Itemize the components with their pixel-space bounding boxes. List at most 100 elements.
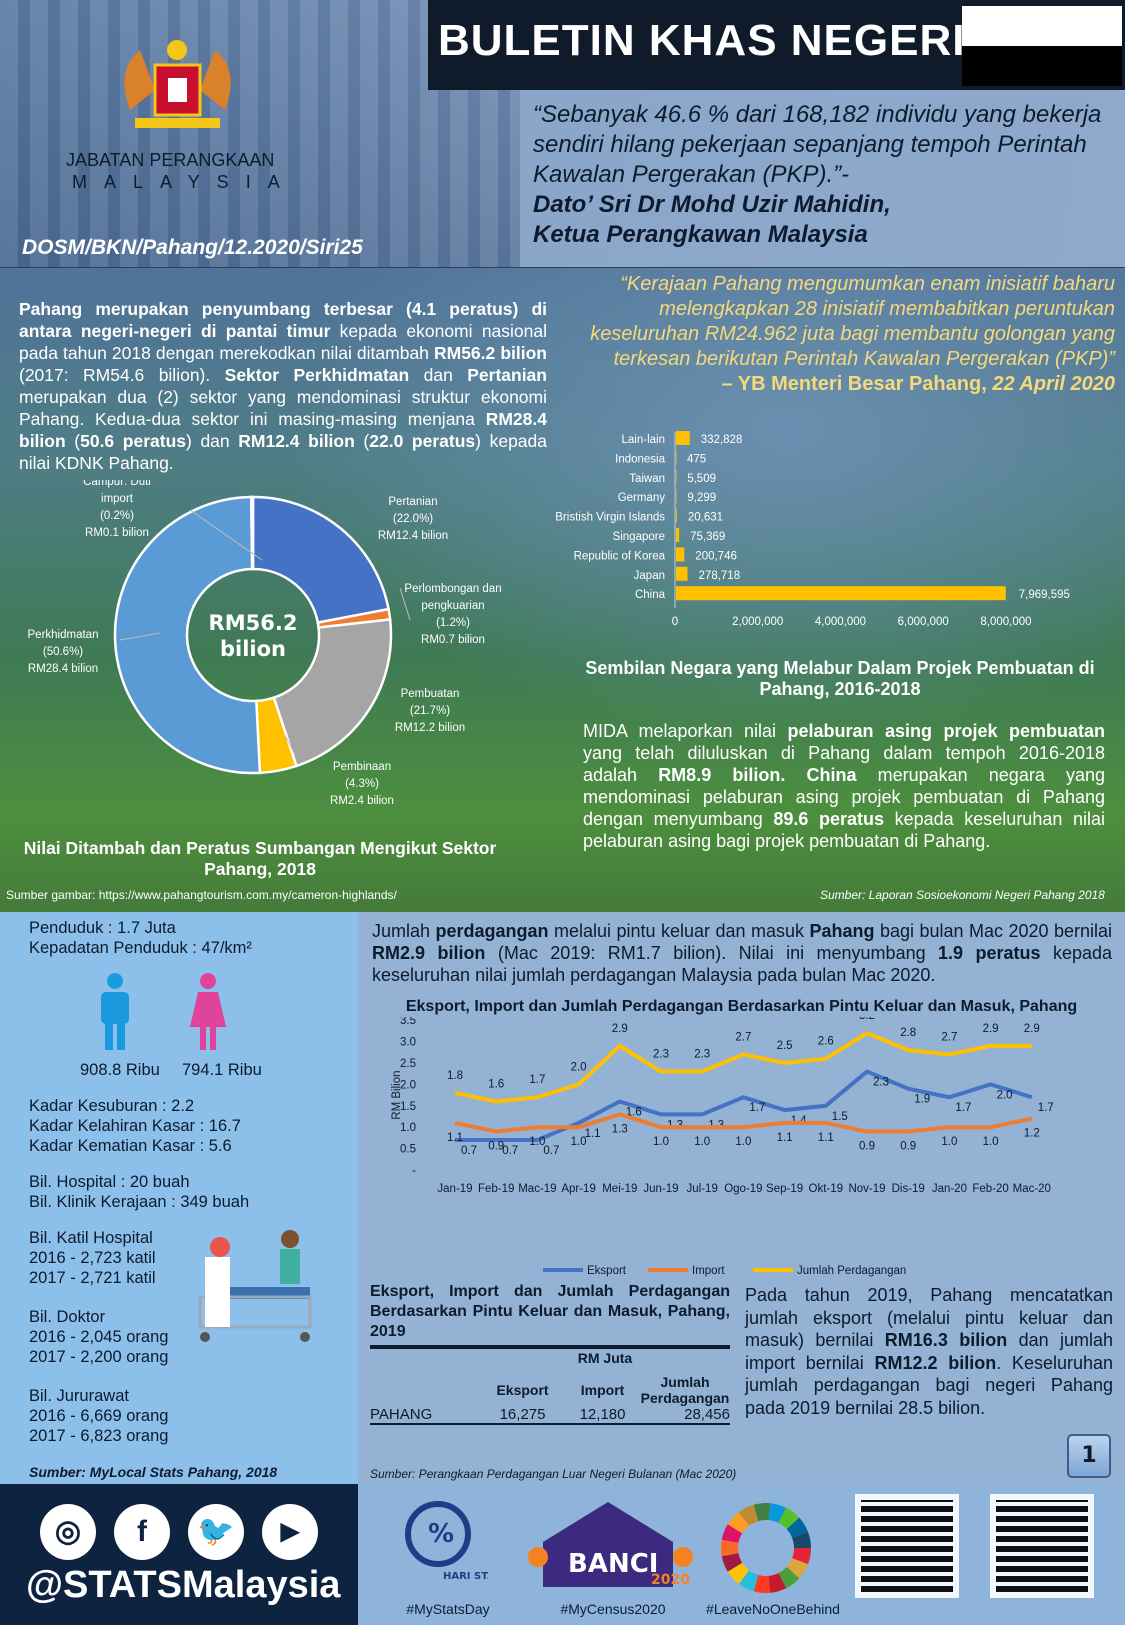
donut-chart-title: Nilai Ditambah dan Peratus Sumbangan Men… [23,838,497,879]
facebook-qr-code[interactable] [990,1494,1094,1598]
donut-label: (50.6%) [43,646,83,658]
sdg-segment [778,1507,800,1530]
economy-paragraph: Pahang merupakan penyumbang terbesar (4.… [19,298,547,474]
text-run: Pahang merupakan penyumbang terbesar (4.… [19,299,547,341]
logo-text: HARI STATISTIK NEGARA [443,1571,488,1582]
bar-chart-title: Sembilan Negara yang Melabur Dalam Proje… [585,658,1095,699]
nurses-label: Bil. Jururawat [29,1387,129,1405]
quote-role: Ketua Perangkawan Malaysia [533,221,868,248]
text-run: bagi bulan Mac 2020 bernilai [874,921,1112,941]
x-tick-label: 4,000,000 [815,616,866,628]
nurses-2017: 2017 - 6,823 orang [29,1427,169,1445]
youtube-icon[interactable]: ▶ [262,1504,318,1560]
bar-value-label: 9,299 [687,492,716,504]
text-run: RM12.4 bilion [238,431,355,451]
leader-line [399,587,411,621]
beds-2016: 2016 - 2,723 katil [29,1249,156,1267]
sdg-segment [727,1512,750,1534]
x-tick-label: Jan-19 [437,1183,472,1195]
bar [676,528,680,542]
x-tick-label: Ogo-19 [724,1183,762,1195]
table-header: Import [580,1382,625,1398]
data-label: 1.7 [1038,1102,1054,1114]
quote-author: Dato’ Sri Dr Mohd Uzir Mahidin, [533,191,891,218]
doctors-2016: 2016 - 2,045 orang [29,1328,169,1346]
data-label: 1.5 [832,1111,848,1123]
table-header [370,1374,480,1406]
sdg-segment [786,1558,808,1579]
x-tick-label: 8,000,000 [980,616,1031,628]
donut-label: Pembuatan [401,688,460,700]
data-label: 2.7 [941,1031,957,1043]
sdg-segment [727,1562,750,1584]
donut-label: RM12.2 bilion [395,722,465,734]
x-tick-label: Jun-19 [643,1183,678,1195]
y-tick-label: 3.0 [400,1037,416,1049]
data-label: 2.3 [653,1049,669,1061]
sdg-segment [753,1503,771,1522]
text-run: dan jumlah import bernilai [745,1330,1113,1373]
x-tick-label: Mac-19 [518,1183,556,1195]
text-run: 22.0 peratus [369,431,476,451]
y-tick-label: 0.5 [400,1144,416,1156]
sdg-segment [753,1574,771,1593]
twitter-icon[interactable]: 🐦 [188,1504,244,1560]
table-row: PAHANG 16,275 12,180 28,456 [370,1406,730,1424]
text-run: RM56.2 bilion [433,343,547,363]
hashtag: #MyCensus2020 [560,1601,666,1617]
menteri-besar-quote: “Kerajaan Pahang mengumumkan enam inisia… [560,272,1115,397]
death-rate: Kadar Kematian Kasar : 5.6 [29,1137,232,1155]
table-cell: PAHANG [370,1406,433,1423]
x-tick-label: 6,000,000 [898,616,949,628]
x-tick-label: 0 [672,616,678,628]
text-run: RM16.3 bilion [884,1330,1008,1350]
x-tick-label: Mei-19 [602,1183,637,1195]
data-label: 2.7 [735,1031,751,1043]
population: Penduduk : 1.7 Juta [29,919,176,937]
data-label: 0.7 [502,1145,518,1157]
state-flag [962,6,1122,86]
text-run: yang telah diluluskan di Pahang dalam te… [583,743,1105,785]
data-label: 1.1 [585,1128,601,1140]
social-footer: ◎ f 🐦 ▶ @STATSMalaysia [0,1484,358,1625]
data-label: 1.7 [955,1102,971,1114]
bar-value-label: 20,631 [688,512,723,524]
qr-code[interactable] [855,1494,959,1598]
text-run: 50.6 peratus [80,431,186,451]
donut-label: pengkuarian [421,600,484,612]
x-tick-label: Apr-19 [561,1183,596,1195]
text-run: pelaburan asing projek pembuatan [787,721,1105,741]
trade-table: RM Juta Eksport Import Jumlah Perdaganga… [370,1350,730,1425]
state-stats-panel: Penduduk : 1.7 Juta Kepadatan Penduduk : … [0,912,358,1484]
bar [676,431,690,445]
data-label: 1.7 [529,1074,545,1086]
donut-label: RM28.4 bilion [28,663,98,675]
instagram-icon[interactable]: ◎ [40,1504,96,1560]
donut-label: Pembinaan [333,761,391,773]
social-handle[interactable]: @STATSMalaysia [26,1564,341,1606]
sdg-segment [778,1566,800,1589]
text-run: (Mac 2019: RM1.7 bilion). Nilai ini meny… [485,943,939,963]
donut-label: RM2.4 bilion [330,795,394,807]
donut-label: (0.2%) [100,510,134,522]
x-tick-label: Feb-19 [478,1183,514,1195]
x-tick-label: 2,000,000 [732,616,783,628]
text-run: Pertanian [467,365,547,385]
data-label: 2.9 [612,1023,628,1035]
investment-bar-chart: Lain-lain 332,828 Indonesia 475 Taiwan 5,509 G… [555,431,1070,628]
density: Kepadatan Penduduk : 47/km² [29,939,252,957]
data-label: 0.9 [900,1140,916,1152]
data-label: 2.5 [777,1040,793,1052]
logo-text: BANCI [568,1549,658,1579]
text-run: Pahang [809,921,875,941]
x-tick-label: Jul-19 [687,1183,718,1195]
data-label: 1.6 [488,1079,504,1091]
data-label: 2.0 [571,1061,587,1073]
facebook-icon[interactable]: f [114,1504,170,1560]
text-run: RM8.9 bilion. China [658,765,857,785]
svg-text:%: % [428,1519,454,1549]
hospitals: Bil. Hospital : 20 buah [29,1173,190,1191]
x-tick-label: Feb-20 [972,1183,1008,1195]
legend-label: Jumlah Perdagangan [797,1265,906,1277]
